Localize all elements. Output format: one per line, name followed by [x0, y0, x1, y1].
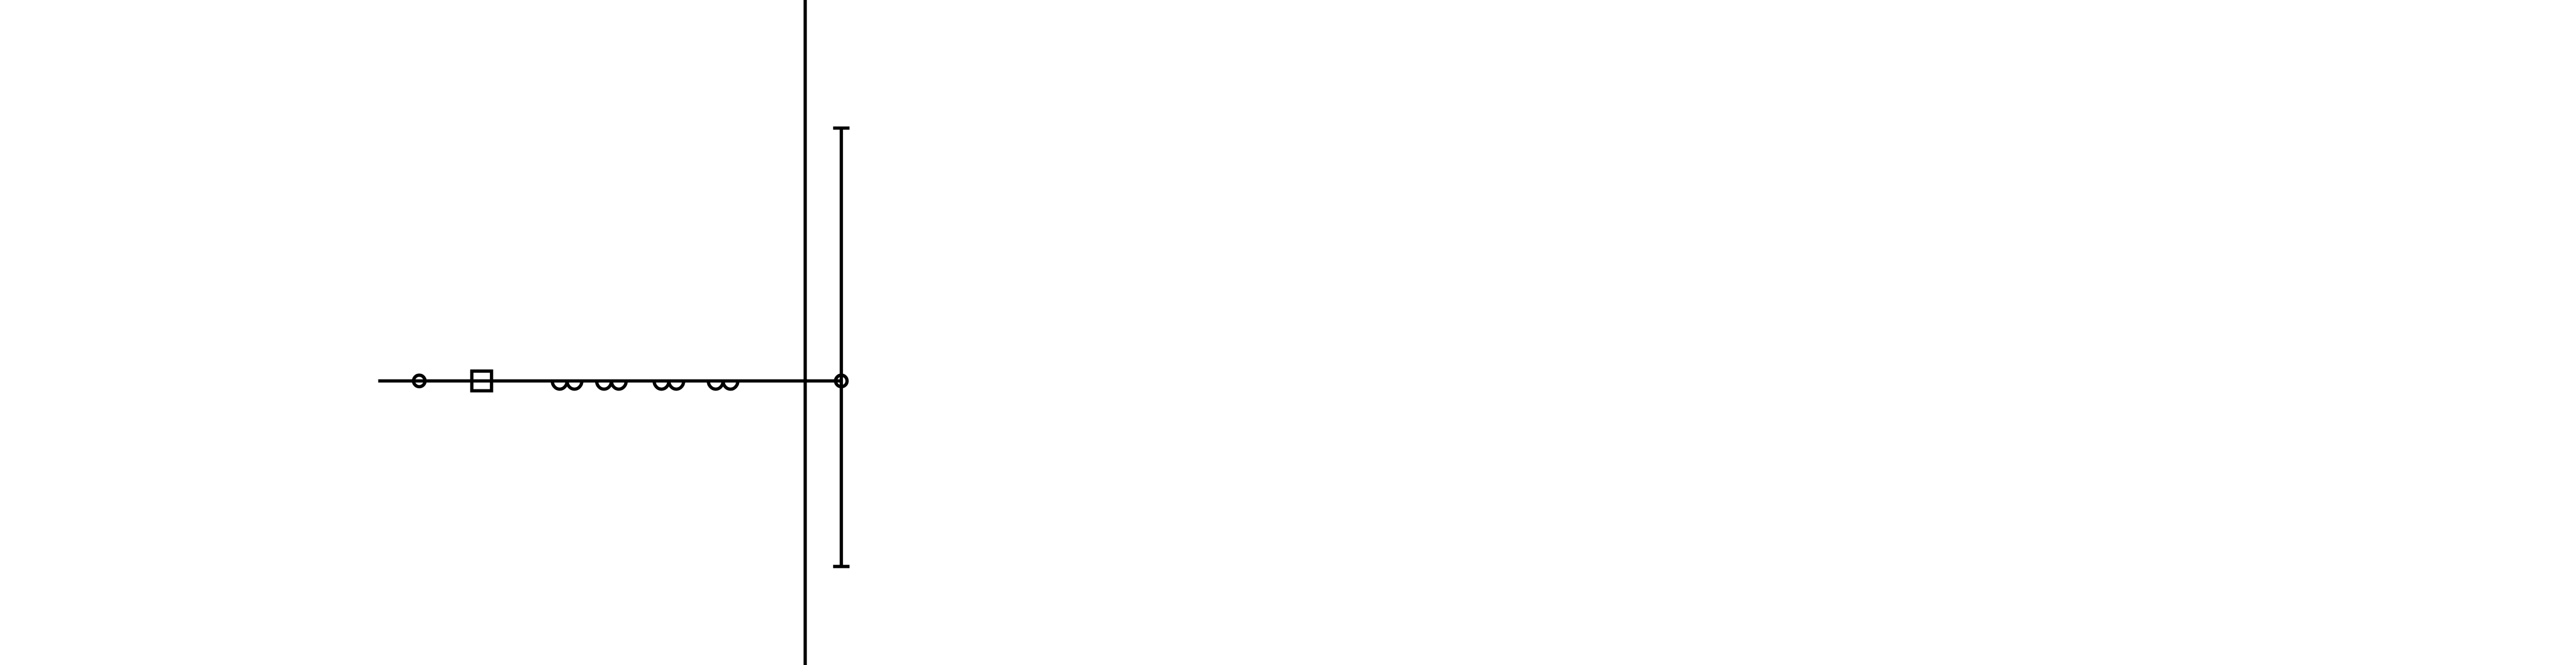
breaker-square	[470, 369, 493, 393]
junction	[834, 373, 849, 389]
coil	[595, 381, 628, 391]
coil	[706, 381, 740, 391]
coil	[550, 381, 584, 391]
junction	[411, 373, 427, 389]
coil	[652, 381, 685, 391]
